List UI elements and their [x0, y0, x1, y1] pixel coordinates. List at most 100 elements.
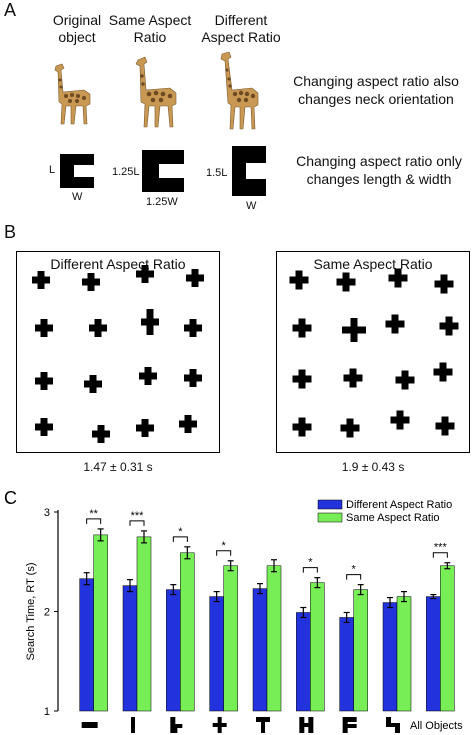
- target-cross: [342, 318, 366, 342]
- target-cross: [141, 309, 159, 335]
- bar-same-aspect: [396, 596, 412, 712]
- distractor-cross: [184, 369, 202, 387]
- note-neck-orientation: Changing aspect ratio also changes neck …: [293, 73, 459, 107]
- significance-label: *: [352, 564, 357, 576]
- distractor-cross: [395, 370, 415, 390]
- bar-same-aspect: [353, 589, 368, 712]
- distractor-cross: [89, 319, 107, 337]
- bar-different-aspect: [382, 602, 398, 712]
- shape-different-aspect-icon: [232, 146, 266, 196]
- distractor-cross: [82, 273, 100, 291]
- panel-c-letter: C: [4, 488, 17, 508]
- shape-glyph-icon: [212, 717, 227, 733]
- bar-same-aspect: [180, 552, 195, 712]
- shape-glyph-icon: [386, 717, 400, 733]
- label-same-w: 1.25W: [146, 196, 178, 208]
- shape-same-aspect-icon: [142, 150, 184, 192]
- bar-same-aspect: [266, 565, 282, 712]
- significance-bracket: [432, 552, 448, 558]
- distractor-cross: [186, 269, 204, 287]
- header-different-aspect-ratio: Different Aspect Ratio: [201, 12, 281, 45]
- significance-bracket: [302, 567, 318, 573]
- significance-bracket: [86, 518, 102, 524]
- bar-different-aspect: [166, 589, 181, 712]
- left-search-display: [16, 251, 220, 453]
- header-same-aspect-ratio: Same Aspect Ratio: [108, 12, 192, 45]
- legend-label: Different Aspect Ratio: [346, 499, 452, 511]
- bar-different-aspect: [122, 585, 138, 712]
- distractor-cross: [179, 415, 197, 433]
- bar-different-aspect: [209, 596, 224, 712]
- label-same-l: 1.25L: [112, 166, 140, 178]
- bar-same-aspect: [223, 565, 238, 712]
- panel-b-letter: B: [4, 222, 17, 242]
- bar-same-aspect: [93, 534, 108, 712]
- label-diff-w: W: [246, 200, 257, 212]
- distractor-cross: [343, 368, 363, 388]
- distractor-cross: [139, 367, 157, 385]
- label-orig-l: L: [49, 164, 56, 176]
- distractor-cross: [92, 425, 110, 443]
- distractor-cross: [35, 418, 53, 436]
- distractor-cross: [292, 318, 312, 338]
- shape-glyph-icon: [170, 717, 183, 733]
- shape-original-icon: [60, 154, 94, 188]
- distractor-cross: [35, 372, 53, 390]
- significance-bracket: [172, 536, 188, 542]
- giraffe-original-image: [54, 63, 91, 125]
- distractor-cross: [390, 410, 410, 430]
- distractor-cross: [336, 272, 356, 292]
- distractor-cross: [434, 274, 454, 294]
- note-length-width: Changing aspect ratio only changes lengt…: [296, 153, 462, 187]
- label-orig-w: W: [72, 191, 83, 203]
- distractor-cross: [35, 319, 53, 337]
- shape-glyph-icon: [131, 717, 135, 733]
- shape-glyph-icon: [256, 717, 270, 733]
- distractor-cross: [385, 314, 405, 334]
- shape-glyph-icon: [342, 717, 357, 733]
- distractor-cross: [184, 319, 202, 337]
- distractor-cross: [439, 316, 459, 336]
- bar-different-aspect: [426, 596, 441, 712]
- distractor-cross: [340, 418, 360, 438]
- significance-label: **: [89, 508, 98, 520]
- right-search-array: [289, 268, 459, 438]
- y-tick-label: 3: [44, 507, 50, 519]
- significance-bracket: [346, 574, 362, 580]
- label-diff-l: 1.5L: [206, 167, 228, 179]
- left-box-title: Different Aspect Ratio: [50, 256, 186, 272]
- significance-bracket: [216, 550, 232, 556]
- distractor-cross: [289, 270, 309, 290]
- right-search-time: 1.9 ± 0.43 s: [341, 460, 405, 474]
- distractor-cross: [84, 375, 102, 393]
- significance-markers: ** **********: [86, 508, 448, 580]
- distractor-cross: [136, 265, 154, 283]
- left-search-time: 1.47 ± 0.31 s: [83, 460, 153, 474]
- y-tick-label: 2: [44, 607, 50, 619]
- significance-label: ***: [131, 510, 145, 522]
- y-axis-label: Search Time, RT (s): [25, 562, 37, 660]
- significance-label: *: [178, 526, 183, 538]
- significance-label: *: [222, 540, 227, 552]
- bar-different-aspect: [252, 588, 268, 712]
- significance-bracket: [129, 520, 145, 526]
- shape-glyph-icon: [299, 717, 314, 733]
- bar-different-aspect: [339, 617, 354, 712]
- significance-label: ***: [434, 542, 448, 554]
- giraffe-same-aspect-image: [135, 56, 177, 128]
- bar-different-aspect: [296, 612, 311, 712]
- legend-label: Same Aspect Ratio: [346, 512, 440, 524]
- right-search-display: [276, 251, 470, 453]
- distractor-cross: [32, 271, 50, 289]
- panel-a-letter: A: [4, 0, 17, 20]
- shape-glyph-icon: [81, 722, 98, 728]
- distractor-cross: [292, 417, 312, 437]
- left-search-array: [32, 265, 204, 443]
- bar-same-aspect: [136, 536, 152, 712]
- giraffe-different-aspect-image: [220, 51, 259, 130]
- distractor-cross: [136, 419, 154, 437]
- distractor-cross: [292, 369, 312, 389]
- distractor-cross: [433, 362, 453, 382]
